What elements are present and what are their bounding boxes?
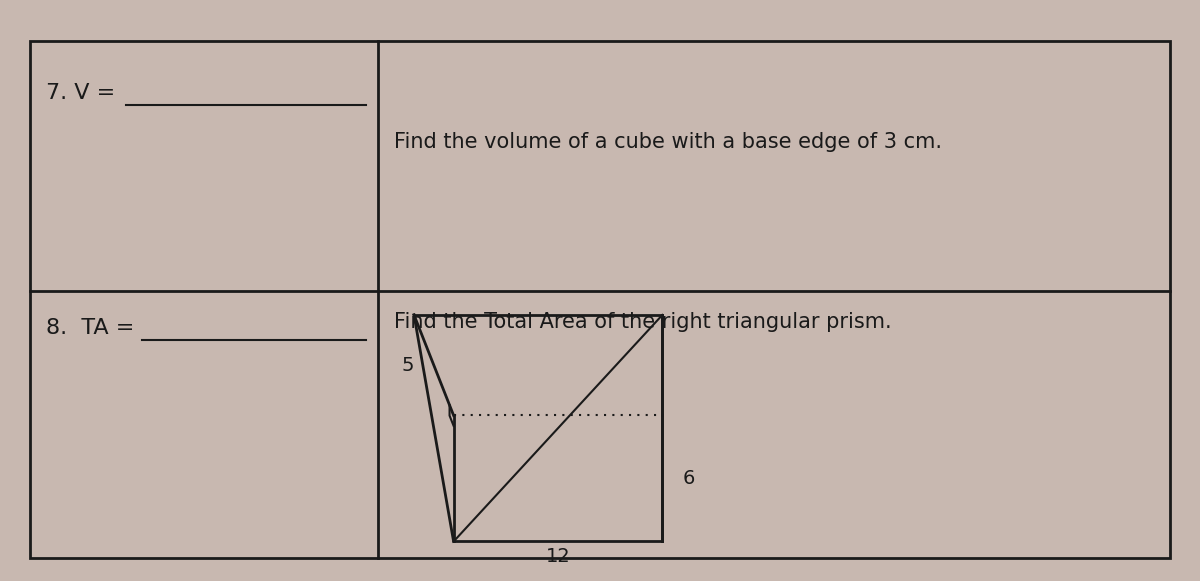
- Text: 7. V =: 7. V =: [46, 83, 115, 103]
- Bar: [30, 41, 1170, 558]
- Text: Find the volume of a cube with a base edge of 3 cm.: Find the volume of a cube with a base ed…: [394, 132, 942, 152]
- Text: 5: 5: [401, 356, 414, 375]
- Text: 8.  TA =: 8. TA =: [46, 318, 134, 338]
- Text: 6: 6: [683, 469, 695, 488]
- Text: Find the Total Area of the right triangular prism.: Find the Total Area of the right triangu…: [394, 313, 892, 332]
- Text: 12: 12: [546, 547, 570, 565]
